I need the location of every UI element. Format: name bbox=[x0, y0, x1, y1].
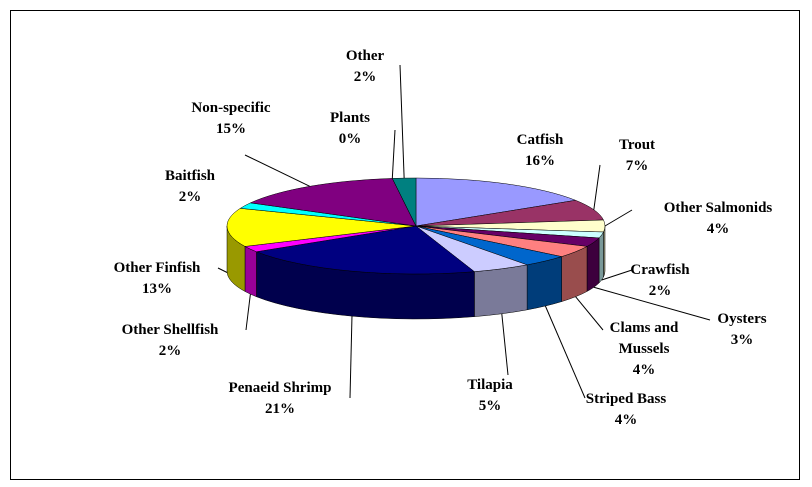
slice-label: Striped Bass 4% bbox=[566, 389, 686, 431]
slice-label: Other Salmonids 4% bbox=[628, 198, 808, 240]
value-label: 4% bbox=[614, 412, 638, 428]
leader-line bbox=[399, 64, 405, 179]
value-label: 21% bbox=[265, 401, 295, 417]
slice-label: Tilapia 5% bbox=[450, 375, 530, 417]
value-label: 16% bbox=[525, 153, 555, 169]
leader-line bbox=[501, 313, 509, 376]
value-label: 5% bbox=[478, 398, 502, 414]
slice-label: Other Shellfish 2% bbox=[95, 320, 245, 362]
category-name: Baitfish bbox=[164, 168, 215, 184]
value-label: 13% bbox=[142, 281, 172, 297]
value-label: 4% bbox=[706, 221, 730, 237]
leader-line bbox=[391, 129, 396, 179]
slice-label: Catfish 16% bbox=[480, 130, 600, 172]
leader-line bbox=[244, 154, 310, 187]
leader-line bbox=[245, 294, 251, 331]
leader-line bbox=[601, 269, 633, 281]
slice-label: Penaeid Shrimp 21% bbox=[200, 378, 360, 420]
value-label: 2% bbox=[353, 69, 377, 85]
slice-label: Other 2% bbox=[325, 46, 405, 88]
slice-label: Crawfish 2% bbox=[610, 260, 710, 302]
category-name: Trout bbox=[618, 137, 656, 153]
leader-line bbox=[604, 209, 633, 227]
category-name: Other Shellfish bbox=[121, 322, 219, 338]
leader-line bbox=[544, 305, 586, 399]
value-label: 2% bbox=[648, 283, 672, 299]
value-label: 3% bbox=[730, 332, 754, 348]
leader-line bbox=[593, 286, 711, 321]
category-name: Other bbox=[345, 48, 385, 64]
slice bbox=[255, 225, 476, 275]
slice-label: Other Finfish 13% bbox=[82, 258, 232, 300]
leader-line bbox=[349, 316, 353, 399]
category-name: Tilapia bbox=[467, 377, 513, 393]
value-label: 4% bbox=[632, 362, 656, 378]
category-name: Penaeid Shrimp bbox=[228, 380, 332, 396]
category-name: Striped Bass bbox=[585, 391, 667, 407]
value-label: 7% bbox=[625, 158, 649, 174]
slice-label: Baitfish 2% bbox=[140, 166, 240, 208]
slice-label: Non-specific 15% bbox=[171, 98, 291, 140]
slice-side bbox=[474, 264, 528, 317]
slice bbox=[226, 208, 417, 247]
leader-line bbox=[217, 267, 228, 273]
leader-line bbox=[593, 164, 601, 210]
category-name: Clams and Mussels bbox=[609, 320, 679, 357]
slice-side bbox=[586, 237, 600, 292]
slice-label: Trout 7% bbox=[607, 135, 667, 177]
category-name: Other Finfish bbox=[113, 260, 201, 276]
slice-side bbox=[598, 231, 604, 284]
slice-side bbox=[526, 256, 562, 311]
slice-label: Clams and Mussels 4% bbox=[599, 318, 689, 381]
slice bbox=[415, 177, 577, 227]
value-label: 15% bbox=[216, 121, 246, 137]
category-name: Plants bbox=[329, 110, 370, 126]
value-label: 0% bbox=[338, 131, 362, 147]
value-label: 2% bbox=[178, 189, 202, 205]
value-label: 2% bbox=[158, 343, 182, 359]
slice-side bbox=[244, 246, 257, 298]
slice-label: Plants 0% bbox=[310, 108, 390, 150]
category-name: Non-specific bbox=[191, 100, 271, 116]
leader-line bbox=[575, 296, 604, 331]
category-name: Catfish bbox=[516, 132, 564, 148]
category-name: Crawfish bbox=[630, 262, 690, 278]
category-name: Other Salmonids bbox=[663, 200, 773, 216]
slice-label: Oysters 3% bbox=[702, 309, 782, 351]
category-name: Oysters bbox=[717, 311, 767, 327]
